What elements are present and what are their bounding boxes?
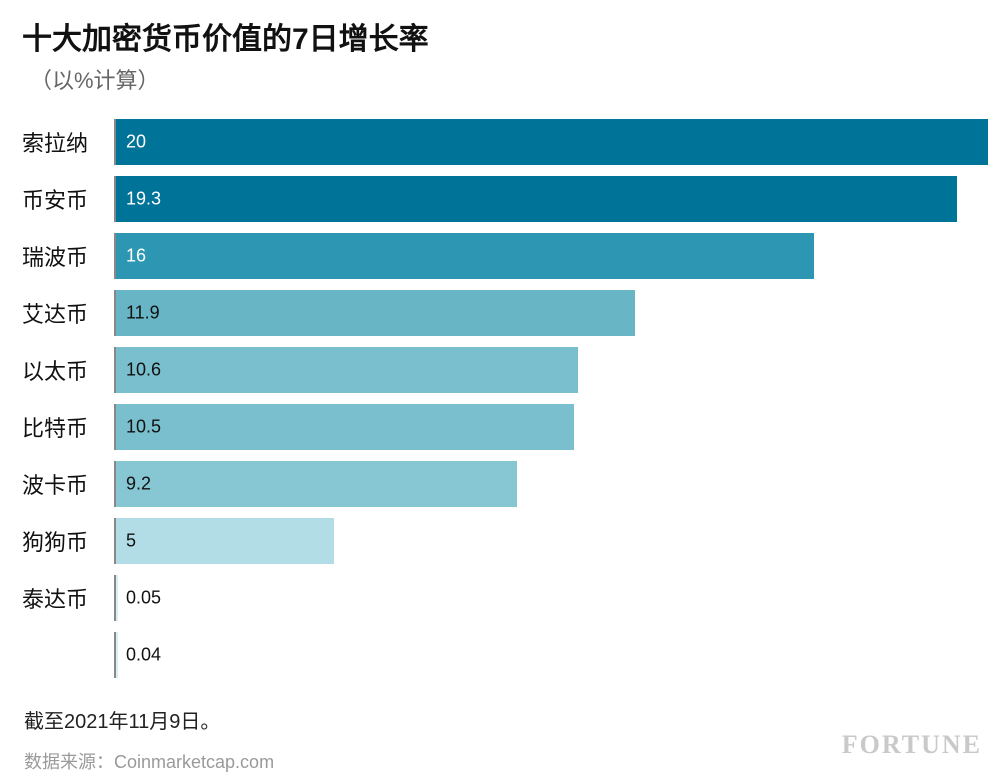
value-label: 10.5 <box>126 416 161 437</box>
category-label: 泰达币 <box>22 582 114 614</box>
bar-area: 10.5 <box>114 404 988 450</box>
bar-area: 5 <box>114 518 988 564</box>
chart-row: 狗狗币 5 <box>22 512 988 569</box>
bar <box>116 347 578 393</box>
bar-area: 9.2 <box>114 461 988 507</box>
chart-row: 币安币 19.3 <box>22 170 988 227</box>
bar <box>116 461 517 507</box>
chart-row: 波卡币 9.2 <box>22 455 988 512</box>
bar-area: 16 <box>114 233 988 279</box>
bar <box>116 290 635 336</box>
chart-row: 0.04 <box>22 626 988 683</box>
value-label: 0.04 <box>126 644 161 665</box>
bar <box>116 233 814 279</box>
category-label: 索拉纳 <box>22 126 114 158</box>
value-label: 0.05 <box>126 587 161 608</box>
category-label: 狗狗币 <box>22 525 114 557</box>
bar <box>116 518 334 564</box>
value-label: 16 <box>126 245 146 266</box>
category-label: 波卡币 <box>22 468 114 500</box>
category-label: 比特币 <box>22 411 114 443</box>
value-label: 20 <box>126 131 146 152</box>
value-label: 19.3 <box>126 188 161 209</box>
value-label: 11.9 <box>126 302 160 323</box>
bar-area: 0.05 <box>114 575 988 621</box>
chart-title: 十大加密货币价值的7日增长率 <box>22 20 988 59</box>
bar-area: 20 <box>114 119 988 165</box>
chart-row: 瑞波币 16 <box>22 227 988 284</box>
bar <box>116 119 988 165</box>
category-label: 艾达币 <box>22 297 114 329</box>
bar <box>116 176 957 222</box>
chart-row: 艾达币 11.9 <box>22 284 988 341</box>
category-label: 币安币 <box>22 183 114 215</box>
category-label: 瑞波币 <box>22 240 114 272</box>
bar <box>116 632 118 678</box>
chart-row: 泰达币 0.05 <box>22 569 988 626</box>
value-label: 9.2 <box>126 473 151 494</box>
bar-area: 10.6 <box>114 347 988 393</box>
value-label: 5 <box>126 530 136 551</box>
chart-subtitle: （以%计算） <box>22 63 988 95</box>
chart-row: 以太币 10.6 <box>22 341 988 398</box>
category-label: 以太币 <box>22 354 114 386</box>
bar <box>116 575 118 621</box>
value-label: 10.6 <box>126 359 161 380</box>
bar-area: 11.9 <box>114 290 988 336</box>
brand-logo: FORTUNE <box>842 730 982 760</box>
bar-area: 0.04 <box>114 632 988 678</box>
bar <box>116 404 574 450</box>
chart-row: 比特币 10.5 <box>22 398 988 455</box>
bar-chart: 索拉纳 20 币安币 19.3 瑞波币 16 艾达币 11.9 以太币 10.6 比特币 10.5 波卡… <box>22 113 988 683</box>
chart-row: 索拉纳 20 <box>22 113 988 170</box>
bar-area: 19.3 <box>114 176 988 222</box>
